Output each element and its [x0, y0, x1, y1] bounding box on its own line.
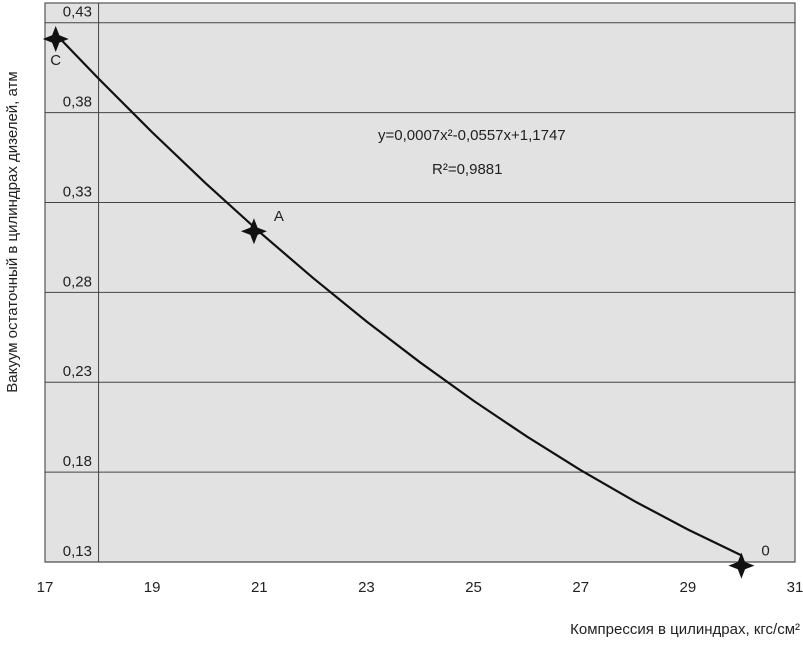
y-tick-label: 0,18	[63, 453, 92, 470]
y-tick-label: 0,43	[63, 4, 92, 21]
x-tick-label: 21	[251, 579, 268, 596]
point-label: A	[274, 208, 284, 225]
x-tick-label: 19	[144, 579, 161, 596]
trend-line	[54, 33, 742, 557]
x-tick-label: 23	[358, 579, 375, 596]
point-marker	[240, 218, 267, 245]
y-tick-label: 0,38	[63, 94, 92, 111]
y-tick-label: 0,33	[63, 183, 92, 200]
point-label: 0	[761, 543, 769, 560]
y-axis-title: Вакуум остаточный в цилиндрах дизелей, а…	[4, 71, 21, 392]
point-marker	[42, 25, 69, 52]
point-label: C	[50, 52, 61, 69]
r-squared: R²=0,9881	[432, 161, 502, 178]
x-tick-label: 17	[37, 579, 54, 596]
y-tick-label: 0,28	[63, 273, 92, 290]
y-tick-label: 0,13	[63, 543, 92, 560]
point-marker	[728, 552, 755, 579]
x-axis-title: Компрессия в цилиндрах, кгс/см²	[570, 621, 800, 638]
x-tick-label: 29	[680, 579, 697, 596]
x-tick-label: 31	[787, 579, 803, 596]
x-tick-label: 27	[572, 579, 589, 596]
plot-area	[44, 2, 796, 563]
y-tick-label: 0,23	[63, 363, 92, 380]
equation: y=0,0007x²-0,0557x+1,1747	[378, 127, 566, 144]
x-tick-label: 25	[465, 579, 482, 596]
